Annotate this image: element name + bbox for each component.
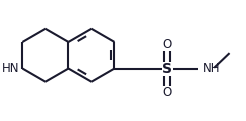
Text: O: O — [162, 38, 171, 51]
Text: NH: NH — [203, 62, 221, 75]
Text: HN: HN — [2, 62, 20, 75]
Text: O: O — [162, 86, 171, 99]
Text: S: S — [162, 62, 172, 76]
